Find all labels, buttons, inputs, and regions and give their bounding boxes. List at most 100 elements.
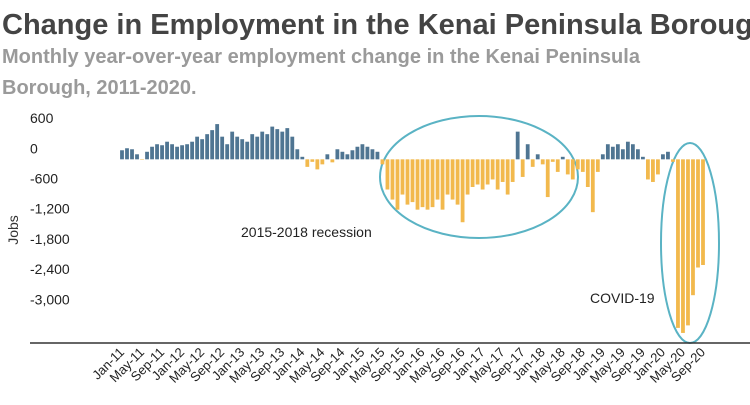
bar bbox=[620, 149, 625, 160]
bar bbox=[495, 159, 500, 190]
bar bbox=[475, 159, 480, 185]
bar bbox=[405, 159, 410, 205]
bar bbox=[570, 159, 575, 180]
bar bbox=[380, 159, 385, 165]
bar bbox=[185, 144, 190, 160]
bar bbox=[595, 159, 600, 172]
bar bbox=[580, 159, 585, 172]
y-tick-label: 0 bbox=[30, 140, 38, 156]
bar bbox=[651, 159, 655, 182]
bar bbox=[425, 159, 430, 210]
bar bbox=[360, 144, 365, 160]
annotation: 2015-2018 recession bbox=[241, 224, 372, 240]
bar bbox=[150, 146, 154, 160]
bar bbox=[305, 159, 310, 167]
bar bbox=[470, 159, 475, 187]
subtitle-box: Monthly year-over-year employment change… bbox=[2, 46, 640, 99]
bar bbox=[190, 141, 195, 160]
bar bbox=[320, 159, 325, 165]
chart-title: Change in Employment in the Kenai Penins… bbox=[2, 9, 750, 41]
bar bbox=[555, 159, 560, 172]
bar bbox=[145, 151, 149, 160]
bar bbox=[671, 159, 675, 162]
bar bbox=[430, 159, 435, 208]
bar bbox=[225, 144, 230, 160]
bar bbox=[500, 159, 505, 182]
bar bbox=[170, 144, 174, 160]
bar bbox=[255, 136, 260, 160]
bar bbox=[355, 146, 360, 160]
bar bbox=[590, 159, 595, 213]
bar bbox=[180, 145, 185, 160]
bar bbox=[350, 150, 355, 160]
bar bbox=[686, 159, 690, 326]
bar bbox=[535, 154, 540, 160]
bar bbox=[310, 159, 315, 162]
bar bbox=[510, 159, 515, 182]
bar bbox=[485, 159, 490, 185]
bar bbox=[260, 131, 265, 160]
bar bbox=[270, 126, 275, 160]
y-tick-label: 600 bbox=[30, 110, 54, 126]
bar bbox=[540, 159, 545, 165]
y-tick-label: -3,000 bbox=[30, 291, 70, 307]
bar bbox=[575, 159, 580, 170]
bar bbox=[701, 159, 705, 265]
bar bbox=[415, 159, 420, 210]
bar bbox=[390, 159, 395, 200]
bar bbox=[696, 159, 700, 268]
bar bbox=[175, 146, 179, 160]
bar bbox=[530, 159, 535, 167]
bar bbox=[585, 159, 590, 187]
bar bbox=[681, 159, 685, 333]
bar bbox=[315, 159, 320, 170]
bar bbox=[365, 146, 370, 160]
bar bbox=[455, 159, 460, 205]
bar bbox=[230, 131, 235, 160]
bar bbox=[370, 149, 375, 160]
bar bbox=[125, 148, 129, 160]
bar bbox=[640, 156, 645, 160]
bar bbox=[440, 159, 445, 210]
bar bbox=[300, 156, 305, 160]
bar bbox=[335, 149, 340, 160]
y-tick-label: -600 bbox=[30, 171, 58, 187]
bar bbox=[505, 159, 510, 195]
bar bbox=[661, 154, 665, 160]
bar bbox=[400, 159, 405, 195]
bar bbox=[250, 134, 255, 160]
bar bbox=[375, 151, 380, 160]
bar bbox=[635, 149, 640, 160]
bar bbox=[490, 159, 495, 180]
bar bbox=[120, 150, 124, 160]
bar bbox=[460, 159, 465, 223]
bar bbox=[691, 159, 695, 296]
recession-ellipse bbox=[379, 115, 579, 239]
bar bbox=[630, 144, 635, 160]
bar bbox=[210, 130, 215, 160]
bar bbox=[290, 136, 295, 160]
bar bbox=[275, 129, 280, 160]
covid-ellipse bbox=[660, 142, 720, 344]
bar bbox=[605, 144, 610, 160]
bar bbox=[545, 159, 550, 198]
bar bbox=[520, 159, 525, 177]
bar bbox=[395, 159, 400, 210]
bar bbox=[465, 159, 470, 195]
bar bbox=[130, 149, 134, 160]
bar bbox=[240, 139, 245, 160]
bar bbox=[515, 131, 520, 160]
bar bbox=[450, 159, 455, 200]
bar bbox=[195, 136, 200, 160]
annotation: COVID-19 bbox=[590, 290, 655, 306]
bar bbox=[550, 159, 555, 162]
bar bbox=[235, 136, 240, 160]
bar bbox=[666, 151, 670, 160]
y-axis-label: Jobs bbox=[5, 215, 21, 245]
bar bbox=[265, 134, 270, 160]
bar bbox=[625, 141, 630, 160]
bar bbox=[285, 128, 290, 160]
bar bbox=[215, 124, 220, 160]
bar bbox=[410, 159, 415, 203]
